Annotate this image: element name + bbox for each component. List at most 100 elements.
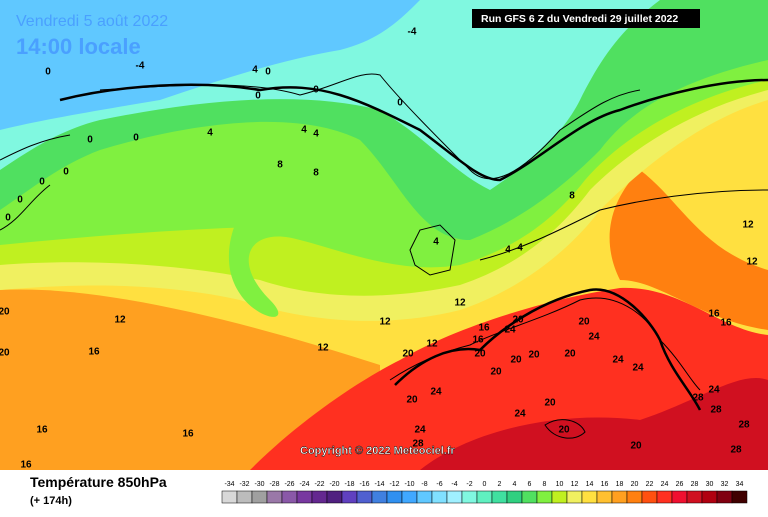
contour-label: 12: [114, 315, 126, 326]
legend-tick-label: -22: [314, 481, 324, 488]
legend-tick-label: -12: [389, 481, 399, 488]
legend-swatch: [371, 490, 388, 504]
legend-tick-label: 30: [706, 481, 714, 488]
legend-swatch: [641, 490, 658, 504]
legend-tick-label: -4: [451, 481, 457, 488]
contour-label: 0: [265, 67, 271, 78]
legend-swatch: [266, 490, 283, 504]
contour-label: 12: [742, 220, 754, 231]
contour-label: 0: [313, 85, 319, 96]
legend-swatch: [221, 490, 238, 504]
legend-tick-label: -16: [359, 481, 369, 488]
contour-label: 8: [569, 191, 575, 202]
legend-swatch: [416, 490, 433, 504]
contour-label: 28: [710, 405, 722, 416]
legend-swatch: [281, 490, 298, 504]
contour-label: 28: [412, 439, 424, 450]
legend-swatch: [296, 490, 313, 504]
contour-label: 4: [252, 65, 258, 76]
legend-swatch: [356, 490, 373, 504]
legend-swatch: [611, 490, 628, 504]
legend-swatch: [446, 490, 463, 504]
legend-tick-label: 18: [616, 481, 624, 488]
contour-label: 4: [301, 125, 307, 136]
legend-swatch: [701, 490, 718, 504]
legend-swatch: [581, 490, 598, 504]
greenland-coast: [99, 73, 641, 180]
legend-tick-label: -24: [299, 481, 309, 488]
contour-label: 20: [474, 349, 486, 360]
contour-label: 4: [517, 243, 523, 254]
legend-swatch: [596, 490, 613, 504]
contour-0: [59, 78, 768, 182]
contour-label: 20: [630, 441, 642, 452]
legend: -34 -32 -30 -28 -26 -24 -22 -20 -18 -16 -14 -12 -10-…: [221, 481, 748, 504]
contour-label: 16: [720, 318, 732, 329]
legend-swatch: [461, 490, 478, 504]
contour-label: 20: [0, 348, 10, 359]
legend-tick-label: -20: [329, 481, 339, 488]
contour-label: 20: [510, 355, 522, 366]
legend-swatch: [341, 490, 358, 504]
contour-label: 20: [406, 395, 418, 406]
legend-tick-label: 6: [528, 481, 532, 488]
contour-label: 12: [454, 298, 466, 309]
legend-tick-label: 12: [571, 481, 579, 488]
contour-label: 16: [478, 323, 490, 334]
legend-swatch: [491, 490, 508, 504]
legend-swatch: [521, 490, 538, 504]
uk-coast: [409, 224, 456, 276]
contour-label: 0: [63, 167, 69, 178]
legend-swatch: [716, 490, 733, 504]
contour-label: 20: [0, 307, 10, 318]
legend-tick-label: -30: [254, 481, 264, 488]
field-28: [420, 378, 768, 470]
legend-swatch: [566, 490, 583, 504]
field-20: [609, 170, 768, 330]
legend-tick-label: 20: [631, 481, 639, 488]
legend-tick-label: 14: [586, 481, 594, 488]
legend-tick-label: -28: [269, 481, 279, 488]
legend-tick-label: -8: [421, 481, 427, 488]
island-coast: [544, 419, 586, 439]
contour-label: 20: [528, 350, 540, 361]
footer-lead: (+ 174h): [30, 495, 72, 507]
contour-label: 0: [397, 98, 403, 109]
legend-tick-label: 24: [661, 481, 669, 488]
contour-label: 0: [133, 133, 139, 144]
contour-label: 24: [612, 355, 624, 366]
legend-tick-label: 2: [498, 481, 502, 488]
contour-label: 28: [730, 445, 742, 456]
contour-label: 4: [207, 128, 213, 139]
contour-label: 16: [88, 347, 100, 358]
legend-swatch: [626, 490, 643, 504]
contour-label: 8: [277, 160, 283, 171]
contour-label: 12: [317, 343, 329, 354]
contour-label: 28: [738, 420, 750, 431]
contour-label: 24: [414, 425, 426, 436]
legend-swatch: [551, 490, 568, 504]
contour-label: 4: [505, 245, 511, 256]
legend-swatch: [656, 490, 673, 504]
legend-swatch: [431, 490, 448, 504]
canada-coast: [0, 134, 71, 231]
contour-label: 4: [313, 129, 319, 140]
contour-label: 12: [379, 317, 391, 328]
contour-label: -4: [136, 61, 145, 72]
contour-label: 0: [255, 91, 261, 102]
contour-label: 4: [433, 237, 439, 248]
contour-label: 24: [708, 385, 720, 396]
legend-swatch: [236, 490, 253, 504]
contour-label: -4: [408, 27, 417, 38]
contour-label: 20: [490, 367, 502, 378]
contour-label: 0: [17, 195, 23, 206]
legend-swatch: [506, 490, 523, 504]
legend-swatch: [686, 490, 703, 504]
legend-tick-label: 28: [691, 481, 699, 488]
field-18: [0, 289, 380, 470]
contour-label: 28: [692, 393, 704, 404]
contour-label: 24: [632, 363, 644, 374]
